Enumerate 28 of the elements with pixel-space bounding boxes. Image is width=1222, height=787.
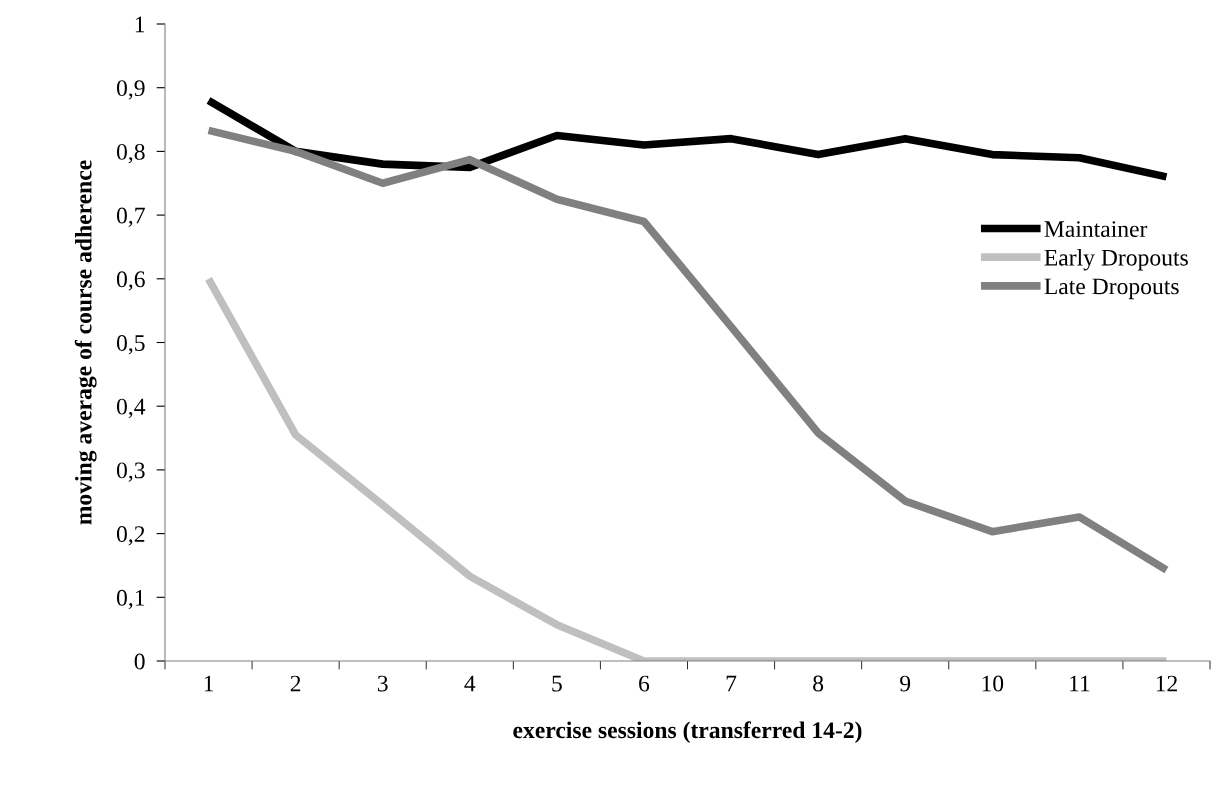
x-tick-label: 3 [377, 675, 388, 692]
y-tick-label: 0,4 [116, 398, 146, 419]
y-tick-label: 0,8 [116, 143, 145, 164]
x-tick-label: 11 [1070, 675, 1090, 692]
y-tick-label: 0,2 [116, 526, 145, 546]
x-tick-label: 5 [552, 675, 562, 692]
y-tick-label: 0,1 [116, 589, 145, 610]
x-tick-label: 12 [1156, 675, 1177, 692]
y-tick-label: 0,7 [116, 207, 145, 227]
y-axis-title: moving average of course adherence [74, 160, 97, 525]
legend-label: Maintainer [1044, 221, 1148, 237]
x-tick-label: 1 [204, 675, 214, 692]
x-axis-title: exercise sessions (transferred 14-2) [513, 721, 862, 743]
x-tick-label: 2 [290, 675, 301, 692]
x-tick-label: 6 [639, 675, 650, 692]
x-tick-label: 7 [726, 675, 737, 692]
x-tick-label: 10 [982, 675, 1004, 692]
legend-label: Late Dropouts [1044, 278, 1179, 300]
y-tick-label: 0 [134, 653, 145, 670]
y-tick-label: 0,9 [116, 80, 145, 100]
x-tick-label: 8 [813, 675, 824, 692]
legend-label: Early Dropouts [1044, 249, 1188, 271]
x-tick-label: 9 [900, 675, 911, 692]
y-tick-label: 1 [135, 16, 145, 33]
y-tick-label: 0,6 [116, 271, 145, 291]
y-tick-label: 0,5 [116, 334, 145, 355]
x-tick-label: 4 [464, 675, 476, 692]
y-tick-label: 0,3 [116, 462, 145, 482]
